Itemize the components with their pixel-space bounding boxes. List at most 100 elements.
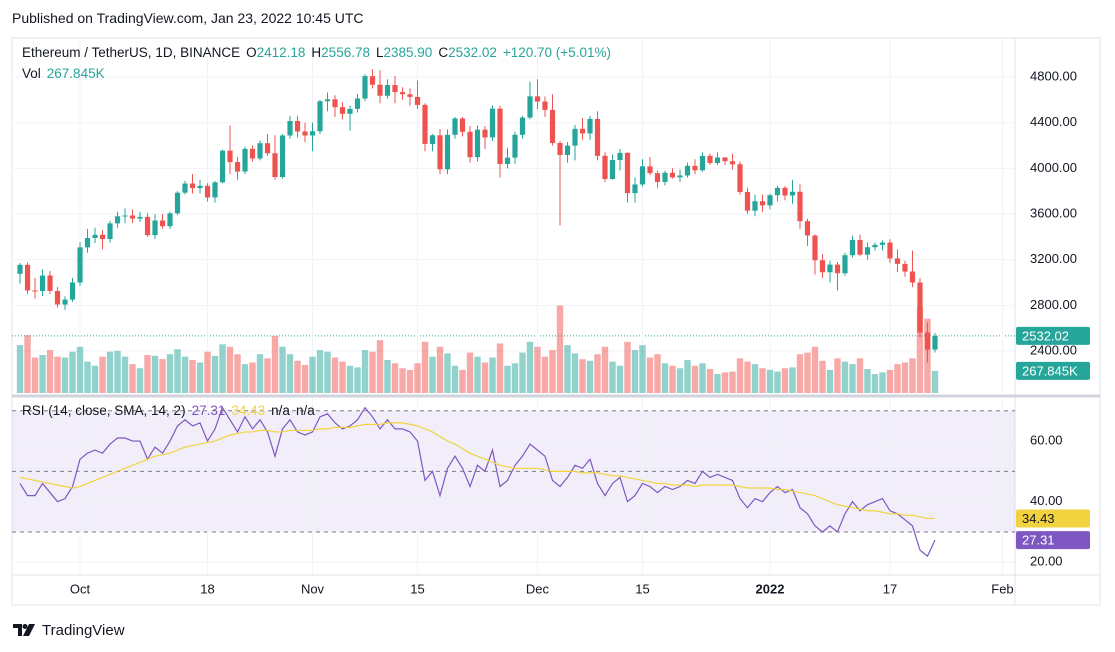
volume-bar — [309, 356, 316, 393]
candle-body — [332, 99, 338, 108]
candle-body — [752, 201, 758, 211]
volume-bar — [294, 360, 301, 393]
volume-bar — [459, 369, 466, 393]
candle-body — [362, 76, 368, 99]
volume-bar — [526, 341, 534, 393]
candle-body — [437, 135, 443, 170]
volume-bar — [504, 365, 511, 393]
ohlc-letter: L — [375, 45, 384, 60]
volume-bar — [316, 350, 324, 393]
volume-bar — [16, 345, 24, 393]
candle-body — [827, 264, 833, 273]
candle-body — [527, 96, 533, 118]
volume-bar — [661, 363, 669, 393]
candle-body — [864, 247, 871, 255]
volume-bar — [856, 358, 864, 393]
volume-bar — [676, 368, 684, 393]
y-tick-label: 20.00 — [1030, 554, 1063, 569]
volume-bar — [181, 356, 189, 393]
ohlc-value: 2556.78 — [321, 45, 370, 60]
x-tick-label: 2022 — [756, 581, 785, 596]
rsi-last-label-box — [1016, 531, 1090, 550]
rsi-legend: RSI (14, close, SMA, 14, 2) 27.31 34.43 … — [22, 403, 315, 419]
candle-body — [399, 92, 406, 95]
volume-bar — [849, 364, 856, 393]
volume-bar — [616, 365, 624, 393]
na-label: n/a — [271, 403, 290, 418]
candle-body — [804, 221, 811, 236]
volume-bar — [129, 364, 136, 393]
candle-body — [692, 165, 698, 171]
rsi-band — [12, 410, 1015, 532]
volume-bar — [744, 361, 751, 393]
rsi-last-label: 34.43 — [1022, 511, 1055, 526]
volume-bar — [789, 367, 796, 393]
volume-title: Vol — [22, 66, 41, 81]
volume-bar — [601, 346, 609, 393]
x-tick-label: Oct — [70, 581, 91, 596]
x-tick-label: 15 — [635, 581, 649, 596]
volume-bar — [136, 368, 144, 393]
volume-bar — [654, 354, 661, 393]
candle-body — [219, 150, 226, 183]
volume-bar — [241, 364, 249, 393]
candle-body — [279, 135, 286, 178]
rsi-last-label-box — [1016, 509, 1090, 528]
price-legend: Ethereum / TetherUS, 1D, BINANCE O2412.1… — [22, 45, 611, 61]
candle-body — [542, 101, 548, 110]
volume-bar — [451, 365, 459, 393]
volume-bar — [361, 350, 369, 393]
volume-bar — [226, 346, 234, 393]
volume-bar — [159, 359, 166, 393]
candle-body — [632, 184, 638, 194]
candle-body — [564, 145, 571, 156]
volume-bar — [414, 363, 421, 393]
volume-bar — [421, 341, 429, 393]
volume-bar — [864, 369, 871, 393]
candle-body — [242, 148, 248, 172]
rsi-line — [19, 422, 935, 520]
volume-bar — [54, 356, 61, 393]
volume-bar — [564, 345, 571, 393]
volume-bar — [339, 361, 346, 393]
volume-bar — [699, 363, 706, 393]
candle-body — [264, 143, 271, 154]
volume-bar — [106, 351, 114, 393]
volume-bar — [631, 350, 639, 393]
logo-icon — [13, 624, 35, 636]
volume-bar — [444, 353, 451, 393]
volume-bar — [534, 346, 541, 393]
candle-body — [654, 173, 661, 182]
volume-bar — [91, 365, 99, 393]
candle-body — [152, 220, 158, 236]
volume-bar — [279, 346, 286, 393]
volume-bar — [751, 364, 759, 393]
volume-bar — [729, 371, 736, 393]
rsi-title: RSI (14, close, SMA, 14, 2) — [22, 403, 186, 418]
candle-body — [789, 191, 796, 196]
candle-body — [197, 185, 203, 189]
volume-bar — [624, 341, 631, 393]
volume-bar — [219, 344, 226, 393]
candle-body — [384, 85, 391, 96]
candle-body — [24, 264, 31, 291]
candle-body — [594, 118, 601, 156]
volume-bar — [474, 356, 481, 393]
chart-frame — [11, 37, 1101, 606]
candle-body — [32, 290, 38, 292]
candle-body — [212, 182, 218, 198]
candle-body — [54, 290, 61, 305]
candle-body — [309, 131, 316, 136]
volume-bar — [931, 370, 939, 393]
volume-bar — [481, 362, 489, 393]
candle-body — [714, 157, 721, 163]
volume-bar — [736, 358, 744, 393]
volume-bar — [549, 350, 556, 393]
rsi-value: 27.31 — [191, 403, 226, 418]
candle-body — [534, 96, 541, 102]
candle-body — [699, 155, 706, 171]
x-tick-label: Dec — [526, 581, 550, 596]
candle-body — [137, 216, 143, 219]
candle-body — [767, 195, 773, 206]
volume-bar — [331, 357, 339, 393]
